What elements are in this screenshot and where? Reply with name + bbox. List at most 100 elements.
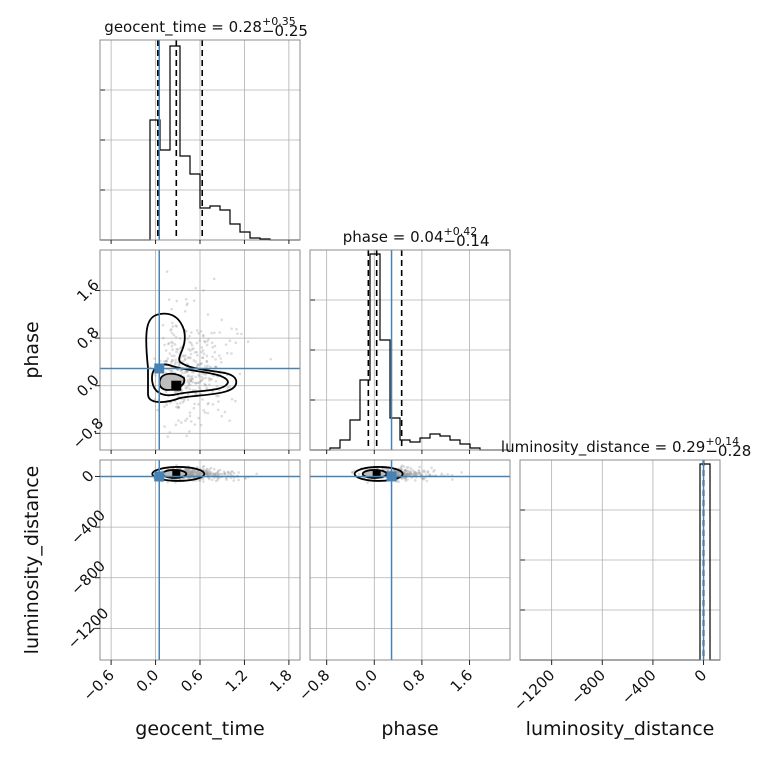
sample-point xyxy=(205,472,208,476)
sample-point xyxy=(190,470,194,473)
sample-point xyxy=(204,470,207,473)
sample-point xyxy=(209,473,212,476)
sample-point xyxy=(185,434,189,438)
sample-point xyxy=(186,380,190,384)
sample-point xyxy=(428,473,431,477)
sample-point xyxy=(161,323,165,327)
sample-point xyxy=(211,403,215,406)
sample-point xyxy=(432,470,435,473)
sample-point xyxy=(211,473,215,476)
sample-point xyxy=(184,297,188,301)
sample-point xyxy=(246,340,250,343)
sample-point xyxy=(220,414,224,418)
sample-point xyxy=(198,363,201,366)
sample-point xyxy=(426,470,430,473)
sample-point xyxy=(190,347,194,351)
sample-point xyxy=(177,405,180,409)
sample-point xyxy=(190,344,194,347)
sample-point xyxy=(170,354,174,358)
sample-point xyxy=(189,379,193,383)
sample-point xyxy=(169,327,173,331)
sample-point xyxy=(230,397,234,401)
sample-point xyxy=(190,473,194,477)
sample-point xyxy=(170,344,174,348)
sample-point xyxy=(153,397,157,401)
sample-point xyxy=(175,324,179,328)
sample-point xyxy=(200,346,204,349)
panel-phase-vs-luminosity_distance xyxy=(309,459,511,661)
sample-point xyxy=(217,394,220,398)
sample-point xyxy=(425,479,429,483)
sample-point xyxy=(185,370,189,373)
sample-point xyxy=(217,469,220,473)
sample-point xyxy=(186,470,189,474)
sample-point xyxy=(396,472,399,476)
sample-point xyxy=(176,348,180,351)
sample-point xyxy=(186,337,189,341)
sample-point xyxy=(186,384,190,388)
sample-point xyxy=(188,383,192,387)
sample-point xyxy=(237,471,240,474)
sample-point xyxy=(413,472,416,476)
sample-point xyxy=(188,430,191,433)
sample-point xyxy=(203,340,207,344)
sample-point xyxy=(217,354,221,357)
sample-point xyxy=(191,469,195,472)
sample-point xyxy=(170,340,173,344)
sample-point xyxy=(194,470,197,474)
sample-point xyxy=(202,464,206,468)
sample-point xyxy=(189,469,193,473)
sample-point xyxy=(190,470,194,474)
sample-point xyxy=(214,379,218,383)
sample-point xyxy=(188,387,192,391)
sample-point xyxy=(269,357,273,361)
sample-point xyxy=(424,473,428,477)
sample-point xyxy=(192,388,195,392)
sample-point xyxy=(202,480,205,483)
sample-point xyxy=(181,371,184,375)
sample-point xyxy=(170,369,174,373)
sample-point xyxy=(178,336,182,340)
sample-point xyxy=(207,401,210,405)
sample-point xyxy=(382,467,385,471)
truth-marker xyxy=(154,471,165,482)
sample-point xyxy=(206,340,209,343)
sample-point xyxy=(214,365,218,369)
sample-point xyxy=(200,379,203,383)
x-tick-label: −0.8 xyxy=(295,666,333,704)
sample-point xyxy=(207,337,210,341)
sample-point xyxy=(197,374,201,378)
sample-point xyxy=(173,343,177,346)
sample-point xyxy=(220,472,224,476)
sample-point xyxy=(200,378,204,382)
sample-point xyxy=(351,470,354,474)
sample-point xyxy=(184,419,187,422)
sample-point xyxy=(423,470,427,474)
sample-point xyxy=(171,325,175,328)
sample-point xyxy=(193,351,197,354)
sample-point xyxy=(189,349,192,352)
sample-point xyxy=(397,472,401,476)
sample-point xyxy=(226,385,229,389)
sample-point xyxy=(191,468,195,472)
sample-point xyxy=(186,302,189,305)
sample-point xyxy=(396,473,400,477)
panel-frame xyxy=(309,459,511,661)
title-lower-error: −0.14 xyxy=(444,232,490,250)
sample-point xyxy=(171,321,174,325)
sample-point xyxy=(205,354,209,358)
sample-point xyxy=(171,358,175,362)
sample-point xyxy=(193,470,196,474)
sample-point xyxy=(177,363,181,366)
sample-point xyxy=(196,471,200,475)
sample-point xyxy=(186,468,190,471)
sample-point xyxy=(185,370,189,373)
sample-point xyxy=(409,470,412,473)
sample-point xyxy=(196,381,199,385)
sample-point xyxy=(201,349,205,352)
sample-point xyxy=(180,389,184,392)
sample-point xyxy=(236,332,239,335)
sample-point xyxy=(165,270,169,273)
sample-point xyxy=(216,408,220,412)
sample-point xyxy=(166,357,170,360)
